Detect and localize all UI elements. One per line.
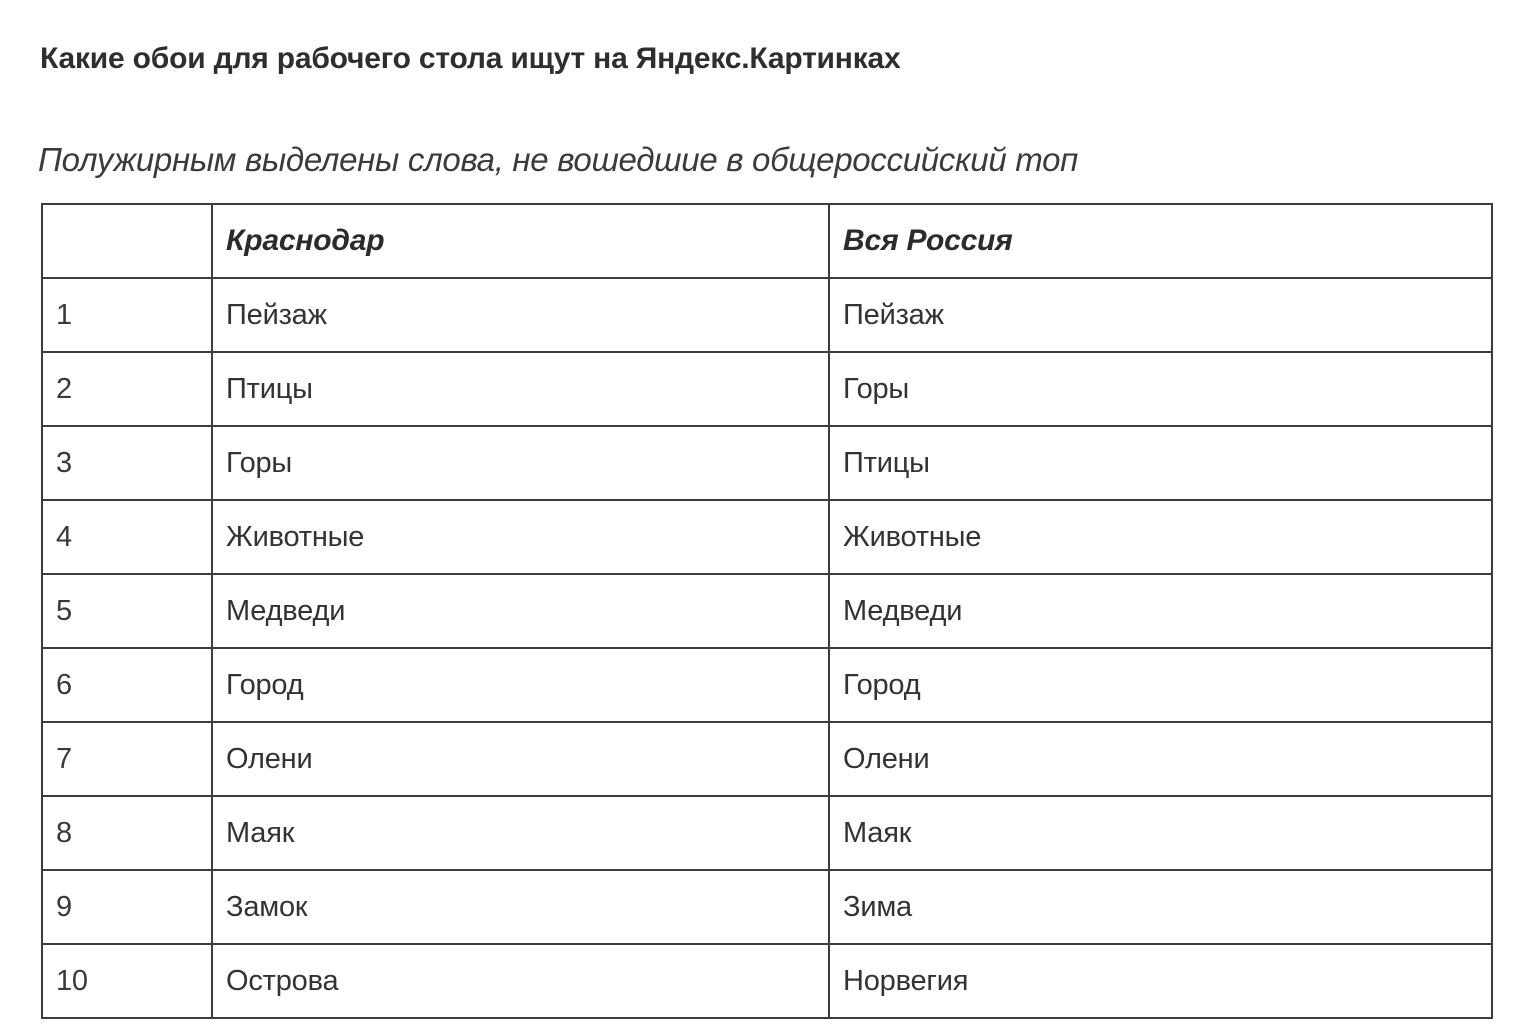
- krasnodar-keyword-cell: Маяк: [211, 795, 830, 871]
- krasnodar-keyword-cell: Животные: [211, 499, 830, 575]
- all-russia-keyword-cell: Город: [828, 647, 1493, 723]
- all-russia-keyword-cell: Олени: [828, 721, 1493, 797]
- all-russia-keyword-cell: Норвегия: [828, 943, 1493, 1019]
- keyword-ranking-table: Краснодар Вся Россия 1 Пейзаж Пейзаж 2 Птицы…: [41, 203, 1493, 1019]
- table-row: 1 Пейзаж Пейзаж: [41, 277, 1493, 353]
- rank-cell: 6: [41, 647, 213, 723]
- all-russia-keyword-cell: Птицы: [828, 425, 1493, 501]
- rank-cell: 3: [41, 425, 213, 501]
- table-row: 9 Замок Зима: [41, 869, 1493, 945]
- all-russia-keyword-cell: Пейзаж: [828, 277, 1493, 353]
- rank-cell: 7: [41, 721, 213, 797]
- table-row: 3 Горы Птицы: [41, 425, 1493, 501]
- rank-cell: 5: [41, 573, 213, 649]
- krasnodar-keyword-cell: Замок: [211, 869, 830, 945]
- krasnodar-keyword-cell: Олени: [211, 721, 830, 797]
- rank-cell: 4: [41, 499, 213, 575]
- page-subtitle-note: Полужирным выделены слова, не вошедшие в…: [38, 141, 1078, 178]
- rank-cell: 1: [41, 277, 213, 353]
- page-title: Какие обои для рабочего стола ищут на Ян…: [40, 42, 901, 76]
- all-russia-keyword-cell: Маяк: [828, 795, 1493, 871]
- rank-cell: 8: [41, 795, 213, 871]
- column-header-all-russia: Вся Россия: [828, 203, 1493, 279]
- krasnodar-keyword-cell: Птицы: [211, 351, 830, 427]
- table-row: 10 Острова Норвегия: [41, 943, 1493, 1019]
- all-russia-keyword-cell: Горы: [828, 351, 1493, 427]
- table-header: Краснодар Вся Россия: [41, 203, 1493, 279]
- krasnodar-keyword-cell: Город: [211, 647, 830, 723]
- rank-cell: 9: [41, 869, 213, 945]
- table-row: 8 Маяк Маяк: [41, 795, 1493, 871]
- krasnodar-keyword-cell: Медведи: [211, 573, 830, 649]
- krasnodar-keyword-cell: Горы: [211, 425, 830, 501]
- column-header-krasnodar: Краснодар: [211, 203, 830, 279]
- all-russia-keyword-cell: Медведи: [828, 573, 1493, 649]
- table-header-row: Краснодар Вся Россия: [41, 203, 1493, 279]
- krasnodar-keyword-cell: Острова: [211, 943, 830, 1019]
- all-russia-keyword-cell: Зима: [828, 869, 1493, 945]
- table-row: 7 Олени Олени: [41, 721, 1493, 797]
- table-row: 4 Животные Животные: [41, 499, 1493, 575]
- column-header-rank: [41, 203, 213, 279]
- all-russia-keyword-cell: Животные: [828, 499, 1493, 575]
- rank-cell: 10: [41, 943, 213, 1019]
- table-row: 5 Медведи Медведи: [41, 573, 1493, 649]
- krasnodar-keyword-cell: Пейзаж: [211, 277, 830, 353]
- table-body: 1 Пейзаж Пейзаж 2 Птицы Горы 3 Горы Птицы 4 Животн…: [41, 277, 1493, 1019]
- table-row: 2 Птицы Горы: [41, 351, 1493, 427]
- rank-cell: 2: [41, 351, 213, 427]
- table-row: 6 Город Город: [41, 647, 1493, 723]
